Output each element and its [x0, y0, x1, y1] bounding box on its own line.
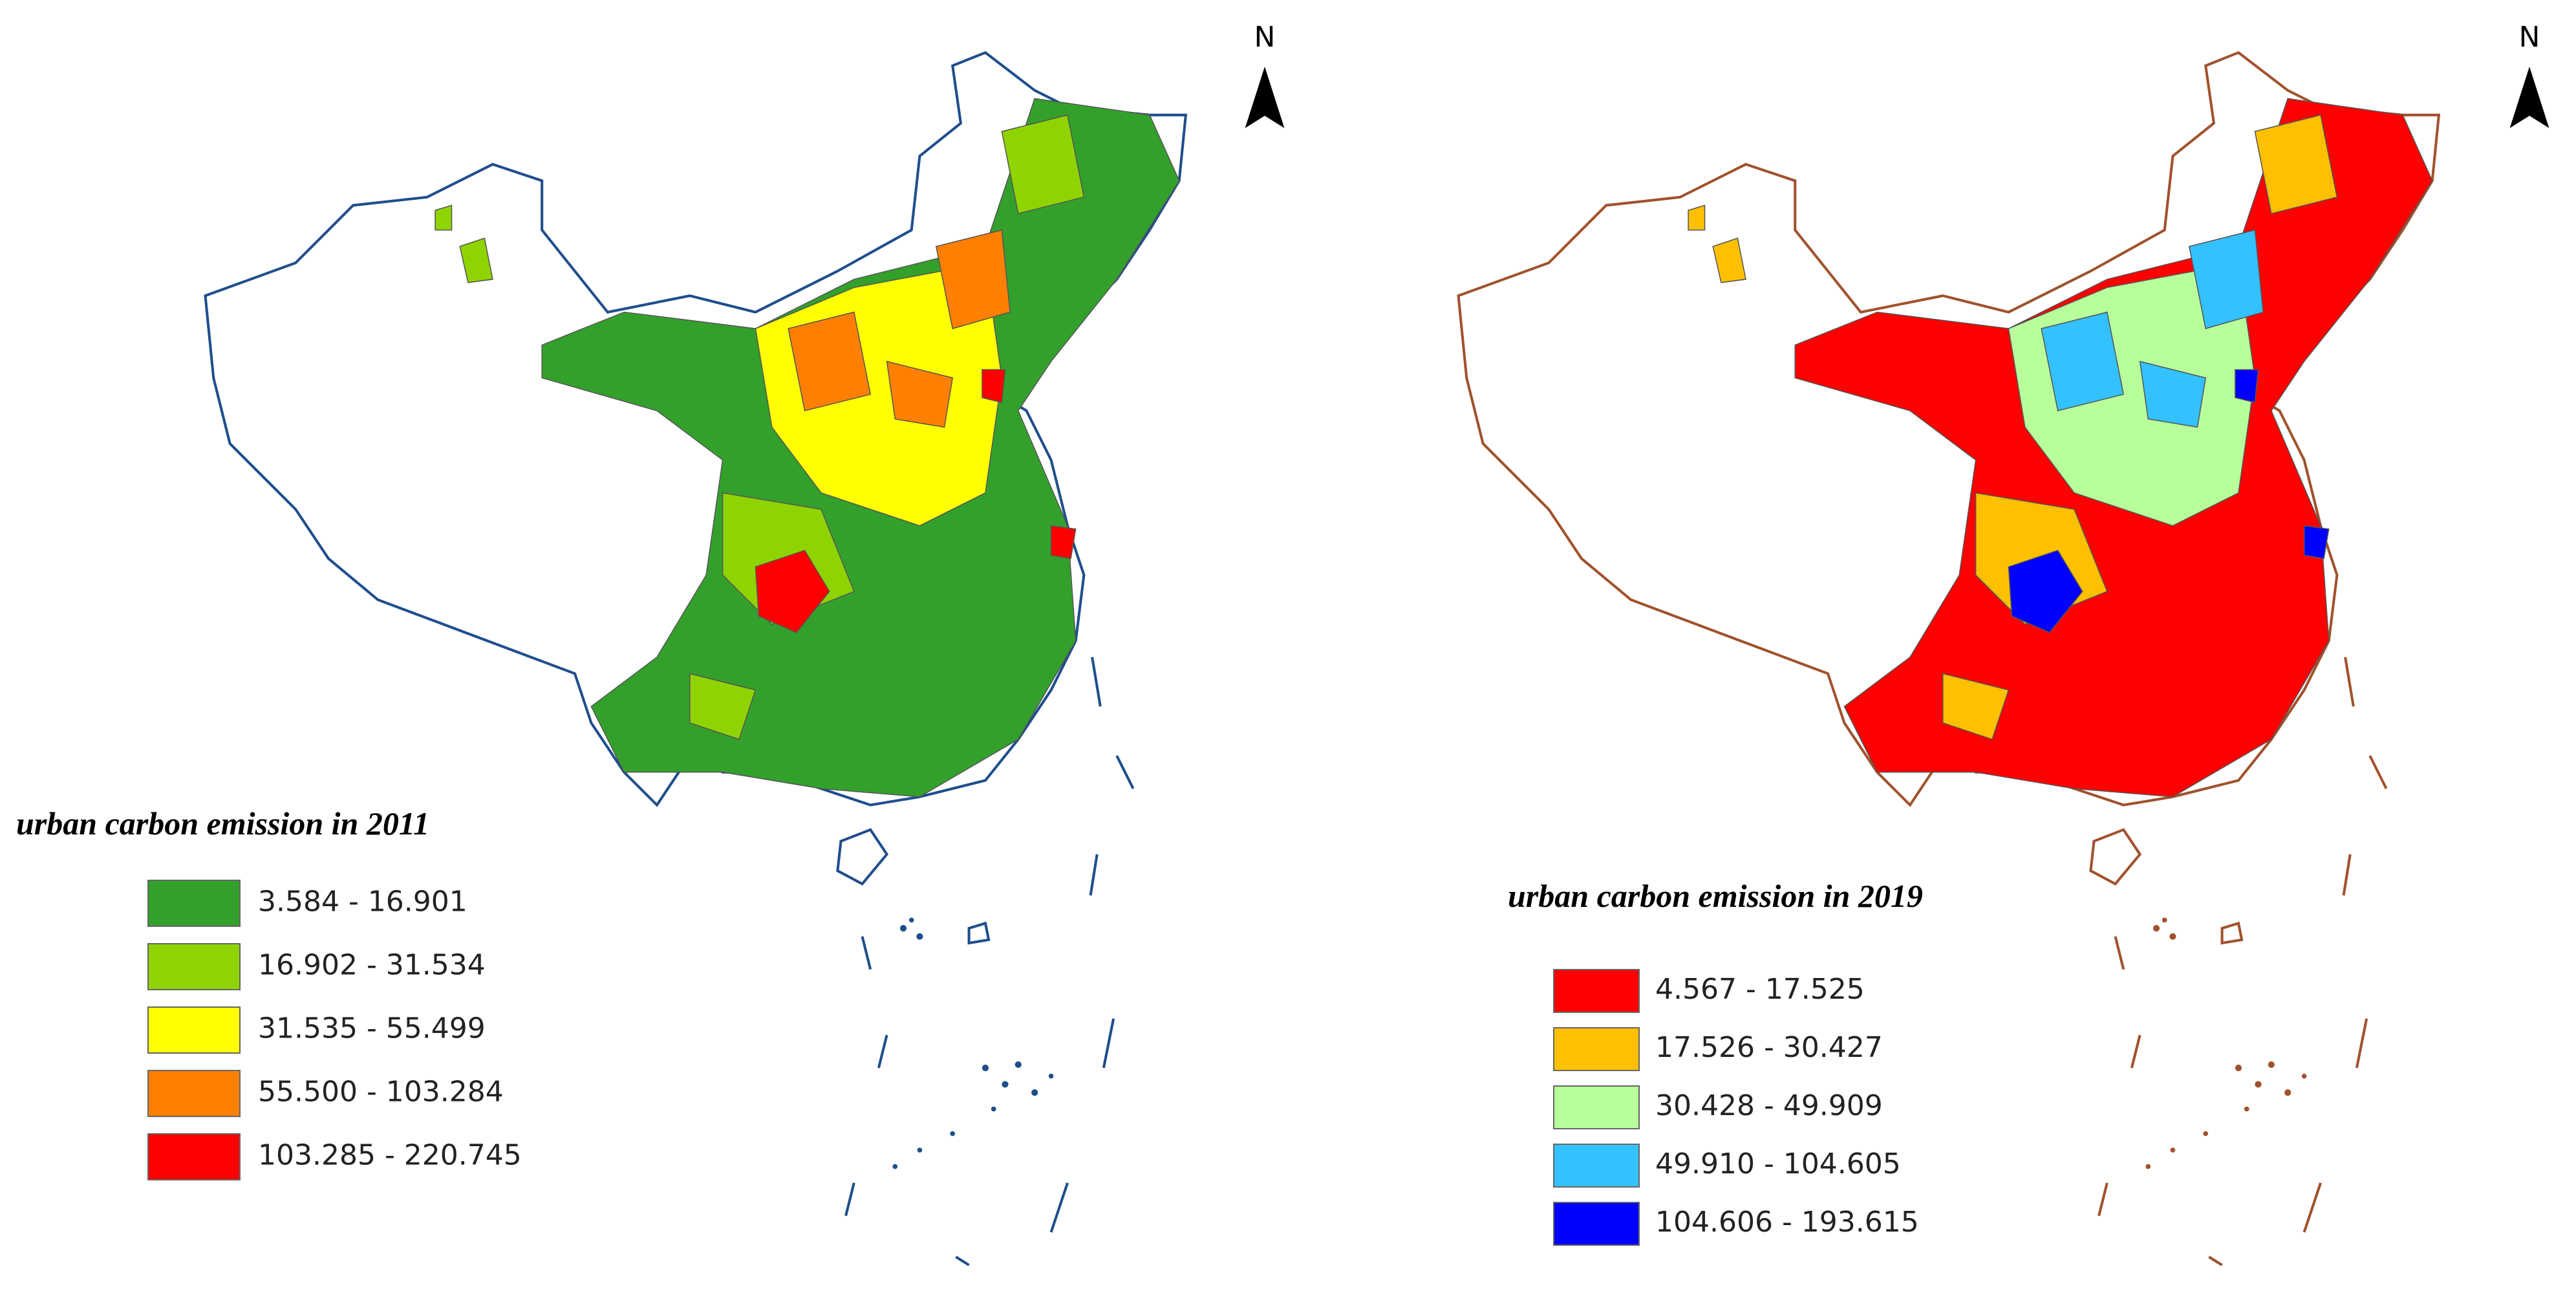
legend-label: 31.535 - 55.499 — [258, 1012, 486, 1045]
north-label: N — [1254, 21, 1276, 54]
legend-swatch — [1553, 1144, 1640, 1188]
legend-label: 17.526 - 30.427 — [1655, 1031, 1883, 1064]
legend-swatch — [1553, 1202, 1640, 1246]
legend-swatch — [1553, 1027, 1640, 1071]
legend-swatch — [147, 1006, 241, 1054]
legend-label: 4.567 - 17.525 — [1655, 973, 1865, 1006]
legend-swatch — [147, 880, 241, 927]
north-arrow — [2509, 67, 2549, 128]
legend-swatch — [1553, 1085, 1640, 1129]
legend-title: urban carbon emission in 2011 — [16, 805, 429, 842]
china-map — [1459, 52, 2439, 1265]
legend-label: 16.902 - 31.534 — [258, 949, 486, 982]
legend-swatch — [147, 943, 241, 990]
legend-swatch — [147, 1070, 241, 1117]
legend-swatch — [147, 1133, 241, 1180]
legend-label: 104.606 - 193.615 — [1655, 1206, 1919, 1239]
legend-label: 49.910 - 104.605 — [1655, 1147, 1901, 1180]
legend-label: 55.500 - 103.284 — [258, 1076, 504, 1109]
legend-title: urban carbon emission in 2019 — [1508, 878, 1923, 914]
legend-label: 103.285 - 220.745 — [258, 1139, 522, 1172]
legend-label: 3.584 - 16.901 — [258, 886, 467, 918]
legend-label: 30.428 - 49.909 — [1655, 1089, 1883, 1122]
north-label: N — [2519, 21, 2540, 54]
north-arrow — [1245, 67, 1285, 128]
legend-swatch — [1553, 969, 1640, 1013]
